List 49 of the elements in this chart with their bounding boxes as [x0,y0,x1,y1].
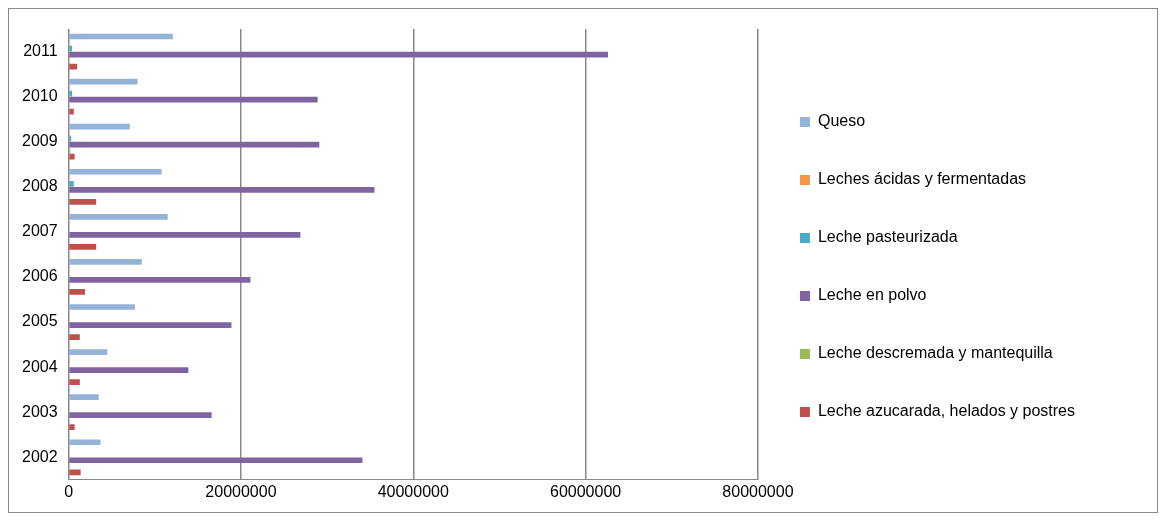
legend-label: Leche descremada y mantequilla [817,344,1053,362]
legend-label: Leches ácidas y fermentadas [817,170,1027,188]
y-tick-label: 2009 [22,132,58,150]
x-tick-label: 0 [64,482,74,500]
bar [69,457,363,464]
y-tick-label: 2004 [22,357,58,375]
legend-label: Leche azucarada, helados y postres [817,402,1076,420]
bar [69,379,80,385]
x-tick-label: 80000000 [722,482,794,500]
y-tick-label: 2010 [22,87,58,105]
y-tick-label: 2011 [23,41,58,59]
legend-label: Leche en polvo [817,286,927,304]
bar [69,108,74,115]
bar [69,424,75,431]
y-tick-label: 2006 [22,267,58,285]
x-tick-label: 20000000 [205,482,277,500]
bar [69,277,251,283]
legend-label: Queso [817,112,866,130]
bar [69,90,73,97]
bar [69,141,320,148]
legend-label: Leche pasteurizada [817,228,958,246]
bar [69,180,74,187]
bar [69,367,189,373]
bar [69,186,375,193]
bar [69,349,108,355]
bar [69,198,97,205]
bar [69,394,99,401]
y-tick-label: 2007 [22,222,58,240]
bar [69,153,75,160]
y-tick-label: 2005 [22,312,58,330]
y-tick-label: 2002 [22,447,58,465]
bar [69,45,73,52]
bar [69,322,232,328]
x-tick-label: 40000000 [377,482,449,500]
y-tick-label: 2008 [22,177,58,195]
bar [69,168,162,175]
bar [69,289,85,295]
bar [69,469,81,476]
bar [69,213,168,220]
bar [69,123,130,130]
bar [69,232,301,238]
bar [69,439,101,446]
y-tick-label: 2003 [22,402,58,420]
bar [69,304,135,310]
bar [69,412,212,419]
bar [69,334,80,340]
bar [69,244,97,250]
bar [69,259,142,265]
x-tick-label: 60000000 [550,482,622,500]
